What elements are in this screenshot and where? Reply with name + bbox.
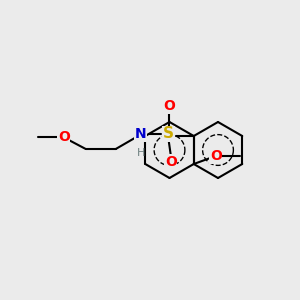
Text: H: H [136,148,145,158]
Text: O: O [163,99,175,113]
Text: O: O [210,149,222,163]
Text: O: O [165,155,177,169]
Text: N: N [135,127,147,141]
Text: S: S [163,127,174,142]
Text: O: O [58,130,70,144]
